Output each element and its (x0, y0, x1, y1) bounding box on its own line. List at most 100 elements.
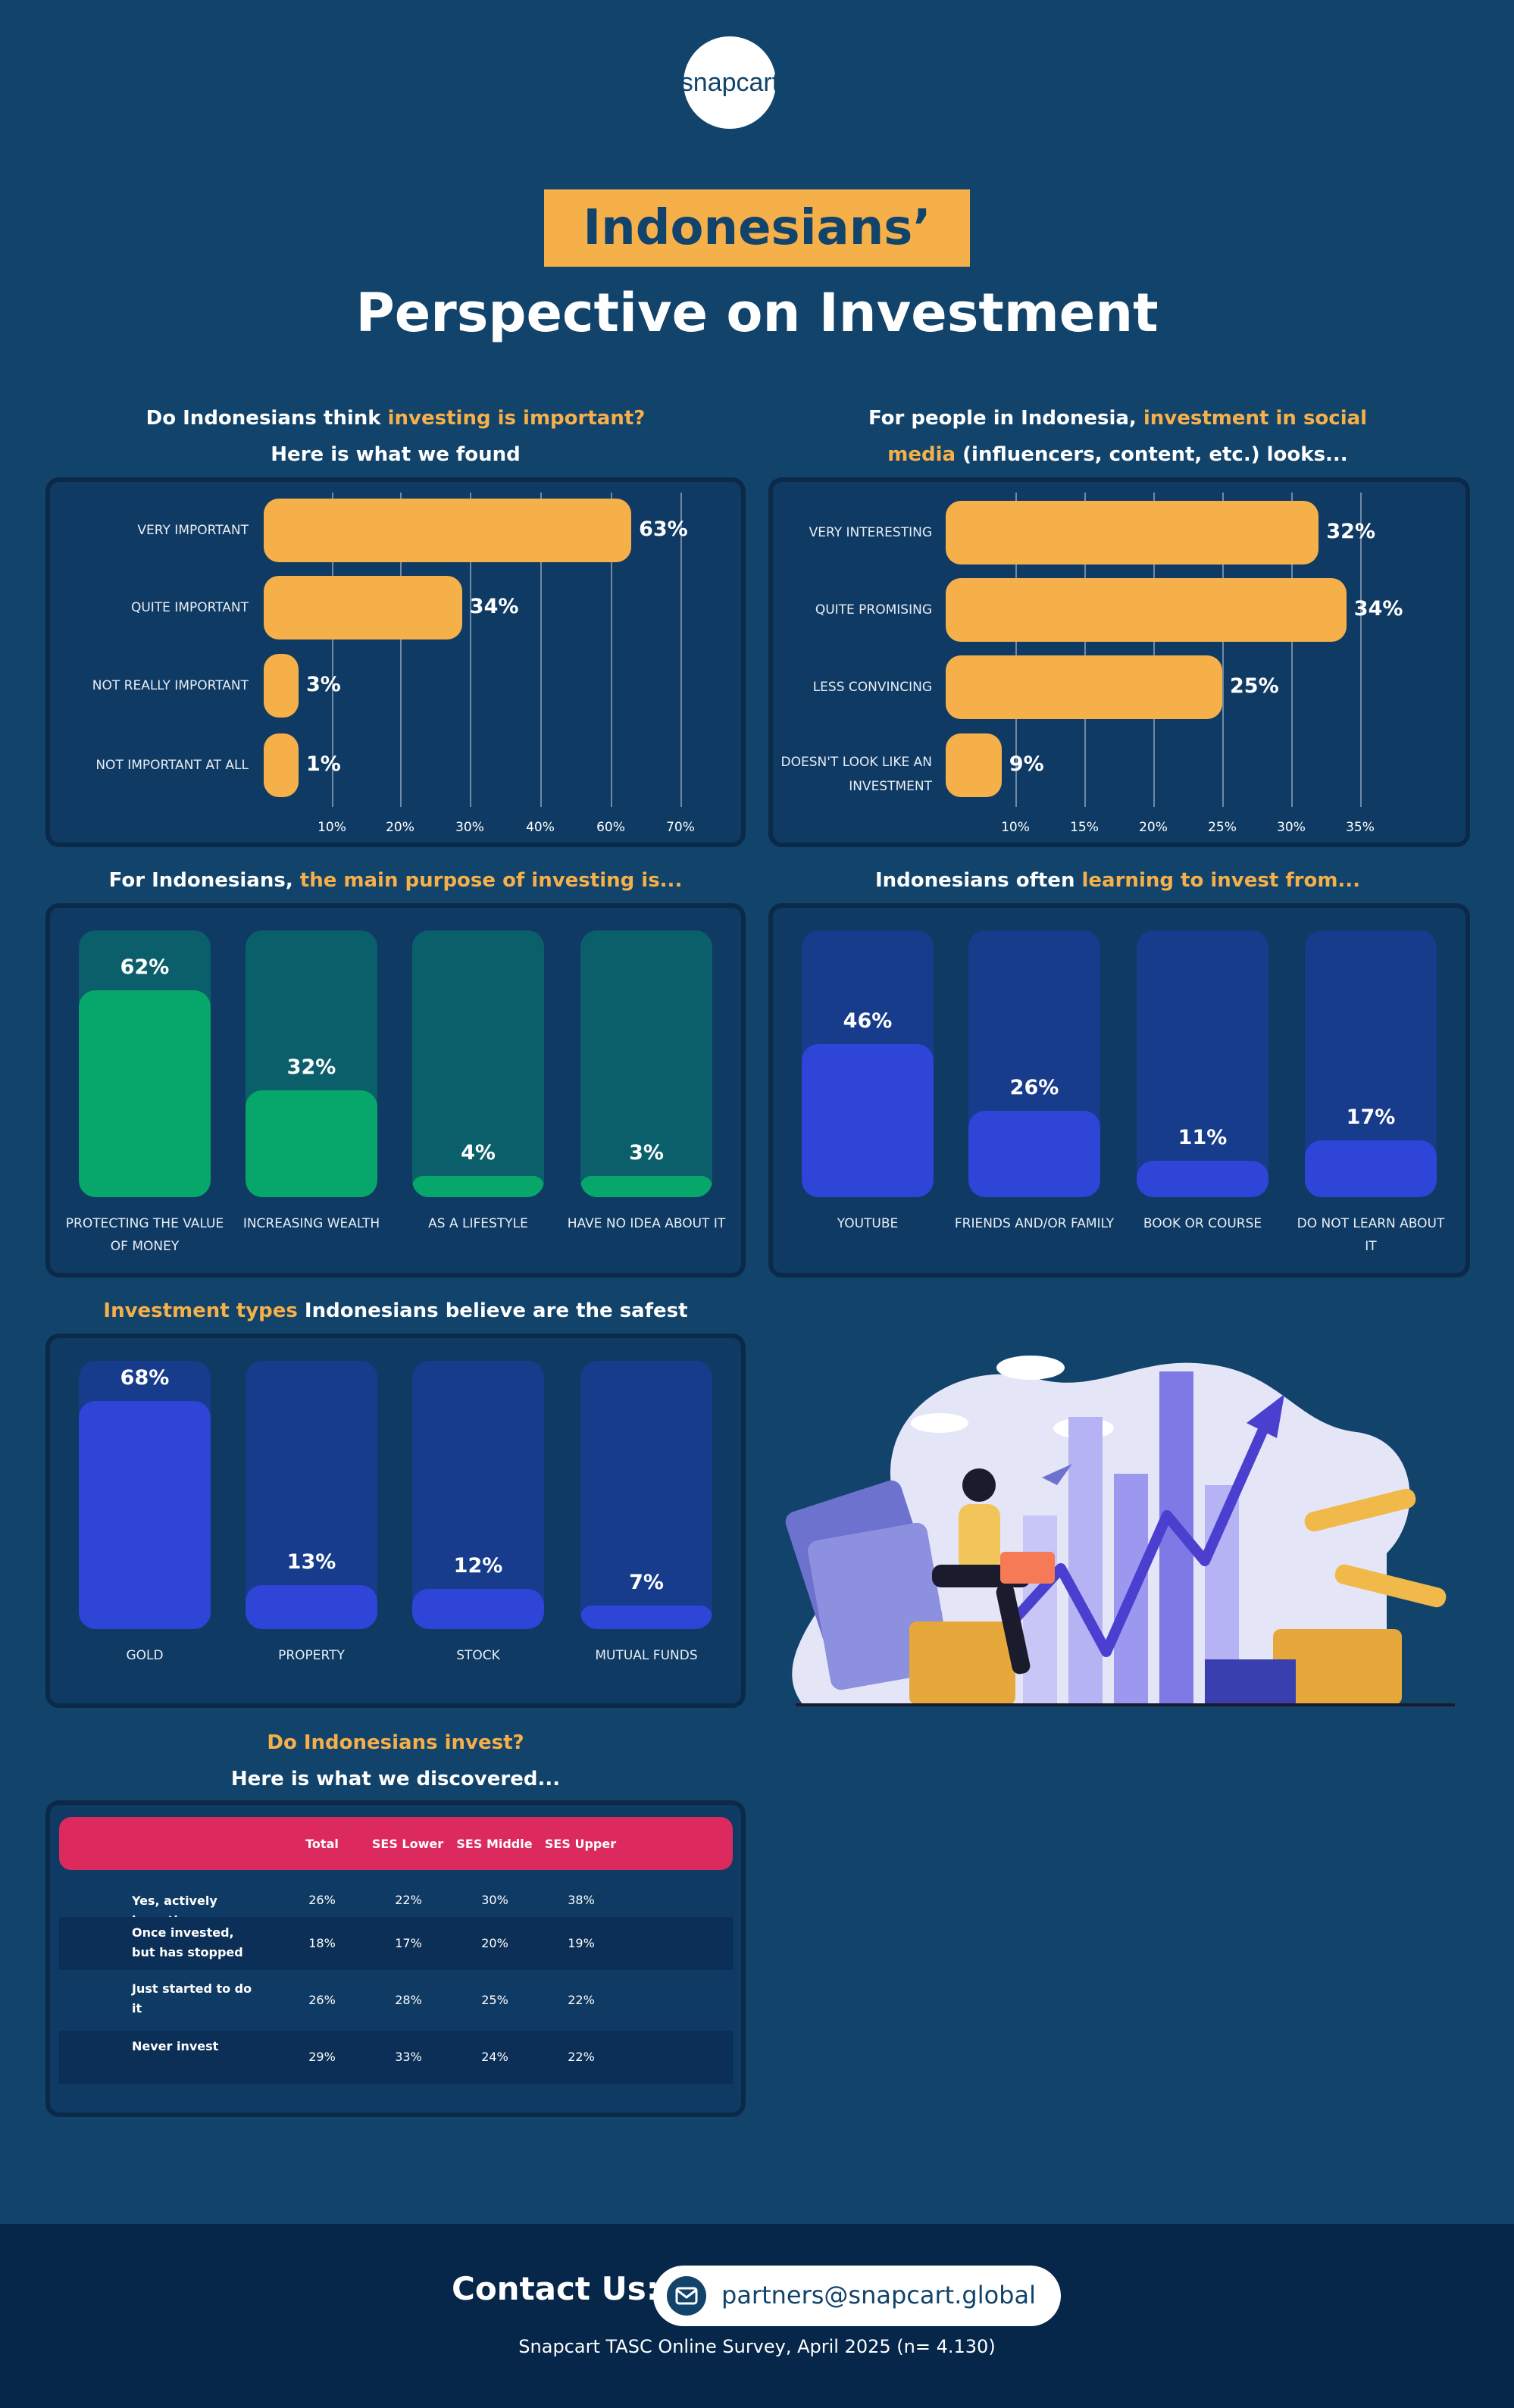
table-header-bar (59, 1817, 733, 1870)
table-cell: 30% (481, 1893, 508, 1907)
bar-value-label: 17% (1346, 1105, 1396, 1130)
bar-value-label: 34% (469, 595, 519, 618)
bar-value-label: 63% (639, 518, 688, 541)
q1-heading: Do Indonesians think investing is import… (145, 407, 646, 466)
email-link[interactable]: partners@snapcart.global (653, 2266, 1061, 2326)
gridline (470, 493, 471, 807)
bar-track (412, 930, 544, 1197)
bar-track (1305, 930, 1437, 1197)
bar-value-label: 32% (1326, 520, 1376, 543)
bar-value-label: 7% (629, 1571, 664, 1595)
bar (1137, 1160, 1268, 1197)
title-tag: Indonesians’ (544, 189, 970, 267)
category-label: PROTECTING THE VALUE OF MONEY (65, 1216, 224, 1254)
x-tick-label: 30% (455, 820, 484, 835)
bar-track (412, 1361, 544, 1629)
row-label: Once invested, but has stopped (132, 1925, 243, 1959)
bar-track (79, 1361, 211, 1629)
bar-value-label: 4% (461, 1141, 496, 1165)
bar (580, 1606, 712, 1629)
table-cell: 19% (568, 1936, 595, 1950)
bar-value-label: 3% (306, 673, 341, 696)
category-label: FRIENDS AND/OR FAMILY (954, 1216, 1115, 1231)
category-label: YOUTUBE (837, 1216, 899, 1231)
category-label: DO NOT LEARN ABOUT IT (1297, 1216, 1445, 1254)
bar-value-label: 32% (286, 1055, 336, 1080)
category-label: LESS CONVINCING (812, 680, 932, 695)
table-cell: 22% (568, 2050, 595, 2064)
category-label: NOT REALLY IMPORTANT (92, 678, 249, 693)
building-icon (1205, 1659, 1296, 1705)
bar-value-label: 34% (1353, 597, 1403, 621)
gridline (1153, 493, 1155, 807)
bar-track (580, 930, 712, 1197)
bar (79, 990, 211, 1197)
category-label: GOLD (126, 1648, 164, 1663)
coin-stack-icon (909, 1621, 1015, 1705)
bar-value-label: 11% (1178, 1125, 1228, 1149)
category-label: HAVE NO IDEA ABOUT IT (567, 1216, 726, 1231)
gridline (400, 493, 402, 807)
category-label: QUITE PROMISING (815, 602, 932, 618)
bar-value-label: 12% (453, 1553, 503, 1578)
bar (264, 576, 462, 640)
x-tick-label: 40% (526, 820, 555, 835)
bar (946, 501, 1319, 564)
gridline (1360, 493, 1362, 807)
x-tick-label: 30% (1277, 820, 1306, 835)
bar (946, 578, 1347, 642)
coin-icon (1334, 1564, 1447, 1608)
table-cell: 22% (568, 1993, 595, 2007)
bar-track (802, 930, 934, 1197)
table-row (59, 2031, 733, 2084)
row-label: Just started to do it (132, 1981, 252, 2016)
bar-track (246, 1361, 377, 1629)
gridline (332, 493, 333, 807)
table-cell: 24% (481, 2050, 508, 2064)
gridline (1015, 493, 1017, 807)
table-header-total: Total (305, 1837, 339, 1851)
q3-heading: For Indonesians, the main purpose of inv… (108, 869, 683, 892)
paper-plane-icon (1042, 1464, 1072, 1485)
table-cell: 29% (308, 2050, 336, 2064)
category-label: QUITE IMPORTANT (130, 600, 249, 615)
bar (412, 1176, 544, 1197)
bar (246, 1585, 377, 1629)
category-label: PROPERTY (278, 1648, 345, 1663)
category-label: INCREASING WEALTH (242, 1216, 380, 1231)
bar (968, 1110, 1100, 1197)
category-label: DOESN'T LOOK LIKE AN INVESTMENT (780, 755, 932, 794)
category-label: VERY IMPORTANT (137, 523, 249, 538)
table-header-ses-upper: SES Upper (544, 1837, 617, 1851)
bar-value-label: 62% (120, 955, 170, 980)
table-cell: 38% (568, 1893, 595, 1907)
bar (946, 733, 1002, 797)
q6-heading: Do Indonesians invest? Here is what we di… (230, 1731, 561, 1790)
bar (802, 1043, 934, 1197)
x-tick-label: 35% (1346, 820, 1375, 835)
bar-value-label: 13% (286, 1550, 336, 1575)
table-cell: 17% (395, 1936, 422, 1950)
page-title: Perspective on Investment (355, 282, 1159, 344)
gridline (611, 493, 612, 807)
bar-track (580, 1361, 712, 1629)
table-cell: 22% (395, 1893, 422, 1907)
arrow-head-icon (1247, 1394, 1284, 1438)
gridline (1084, 493, 1086, 807)
email-address[interactable]: partners@snapcart.global (721, 2281, 1036, 2309)
gridline (680, 493, 682, 807)
snapcart-logo: snapcart (680, 36, 779, 129)
bar (79, 1401, 211, 1629)
bar (1305, 1140, 1437, 1197)
bar-value-label: 26% (1009, 1075, 1059, 1099)
table-cell: 20% (481, 1936, 508, 1950)
bar-value-label: 46% (843, 1009, 893, 1033)
row-label: Never invest (132, 2039, 219, 2053)
gridline (1291, 493, 1293, 807)
bar-value-label: 1% (306, 752, 341, 776)
x-tick-label: 20% (1139, 820, 1168, 835)
person-legs (996, 1584, 1031, 1675)
table-header-ses-lower: SES Lower (371, 1837, 444, 1851)
x-tick-label: 10% (318, 820, 346, 835)
q4-heading: Indonesians often learning to invest fro… (874, 869, 1361, 892)
